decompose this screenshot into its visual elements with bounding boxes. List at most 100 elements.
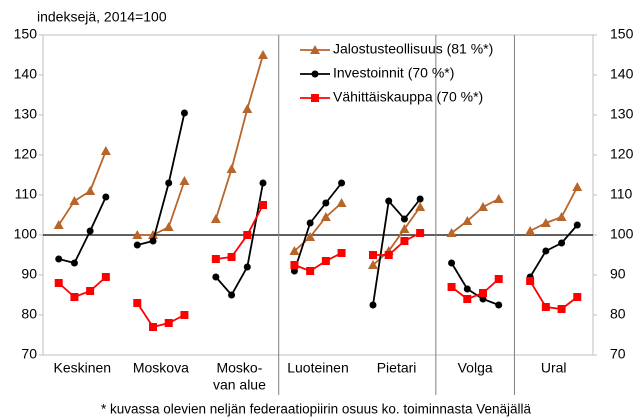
- series-line: [58, 196, 107, 265]
- data-point: [558, 239, 566, 247]
- data-point: [70, 259, 78, 267]
- data-point: [180, 109, 188, 117]
- data-point: [322, 199, 330, 207]
- data-point: [416, 229, 425, 237]
- data-point: [540, 218, 551, 227]
- legend-label: Vähittäiskauppa (70 %*): [333, 89, 483, 105]
- data-point: [493, 194, 504, 203]
- data-point: [448, 259, 456, 267]
- data-point: [149, 237, 157, 245]
- data-point: [526, 277, 535, 285]
- data-point: [320, 212, 331, 221]
- series-line: [136, 302, 185, 329]
- data-point: [227, 253, 236, 261]
- x-tick-label: Keskinen: [53, 360, 111, 376]
- y2-tick-label: 130: [610, 106, 633, 122]
- series-line: [529, 280, 578, 310]
- data-point: [416, 195, 424, 203]
- data-point: [258, 50, 268, 59]
- data-point: [85, 186, 96, 195]
- data-point: [69, 196, 80, 205]
- data-point: [163, 222, 174, 231]
- data-point: [165, 179, 173, 187]
- data-point: [556, 212, 567, 221]
- x-tick-label: Luoteinen: [287, 360, 349, 376]
- x-tick-label: Pietari: [377, 360, 417, 376]
- series-line: [529, 186, 579, 232]
- data-point: [384, 251, 393, 259]
- data-point: [54, 279, 63, 287]
- legend-marker: [310, 45, 320, 54]
- data-point: [542, 247, 550, 255]
- data-point: [289, 246, 300, 255]
- data-point: [368, 260, 378, 269]
- data-point: [305, 232, 316, 241]
- series-line: [215, 182, 264, 297]
- data-point: [494, 275, 503, 283]
- chart-subtitle: indeksejä, 2014=100: [37, 9, 167, 25]
- data-point: [573, 293, 582, 301]
- data-point: [446, 228, 457, 237]
- data-point: [101, 273, 110, 281]
- data-point: [179, 176, 190, 185]
- data-point: [228, 291, 236, 299]
- data-point: [306, 219, 314, 227]
- data-point: [210, 214, 221, 223]
- data-point: [86, 287, 95, 295]
- series-line: [294, 252, 342, 273]
- y-tick-label: 100: [14, 226, 38, 242]
- y-tick-label: 70: [21, 346, 37, 362]
- data-point: [132, 230, 143, 239]
- legend-label: Jalostusteollisuus (81 %*): [333, 41, 493, 57]
- data-point: [290, 261, 299, 269]
- data-point: [541, 303, 550, 311]
- data-point: [572, 182, 583, 191]
- series-line: [137, 112, 186, 246]
- series-line: [450, 262, 500, 306]
- data-point: [211, 255, 220, 263]
- data-point: [462, 216, 473, 225]
- data-point: [290, 267, 298, 275]
- data-point: [321, 257, 330, 265]
- data-point: [478, 202, 488, 211]
- series-line: [293, 202, 343, 252]
- legend-marker: [311, 70, 319, 78]
- series-line: [451, 198, 500, 234]
- data-point: [259, 179, 267, 187]
- series-line: [58, 276, 107, 299]
- x-tick-label: Ural: [541, 360, 567, 376]
- x-tick-label: Moskova: [133, 360, 189, 376]
- data-point: [463, 285, 471, 293]
- legend-label: Investoinnit (70 %*): [333, 65, 454, 81]
- y2-tick-label: 90: [610, 266, 626, 282]
- data-point: [463, 295, 472, 303]
- y2-tick-label: 110: [610, 186, 633, 202]
- data-point: [306, 267, 315, 275]
- data-point: [180, 311, 189, 319]
- y2-tick-label: 70: [610, 346, 626, 362]
- series-line: [451, 278, 500, 301]
- data-point: [447, 283, 456, 291]
- x-tick-label: Volga: [458, 360, 493, 376]
- data-point: [400, 215, 408, 223]
- data-point: [53, 220, 64, 229]
- data-point: [338, 179, 346, 187]
- series-line: [57, 150, 107, 226]
- y-tick-label: 130: [14, 106, 38, 122]
- x-tick-label: Mosko-: [216, 360, 262, 376]
- data-point: [102, 193, 110, 201]
- y2-tick-label: 150: [610, 26, 633, 42]
- plot-frame: [42, 34, 594, 356]
- data-point: [55, 255, 63, 263]
- y-tick-label: 140: [14, 66, 38, 82]
- data-point: [243, 263, 251, 271]
- data-point: [557, 305, 566, 313]
- data-point: [369, 251, 377, 259]
- data-point: [479, 289, 487, 297]
- series-line: [293, 182, 343, 272]
- x-tick-label: van alue: [213, 377, 266, 393]
- data-point: [525, 226, 536, 235]
- data-point: [400, 237, 409, 245]
- data-point: [259, 201, 267, 209]
